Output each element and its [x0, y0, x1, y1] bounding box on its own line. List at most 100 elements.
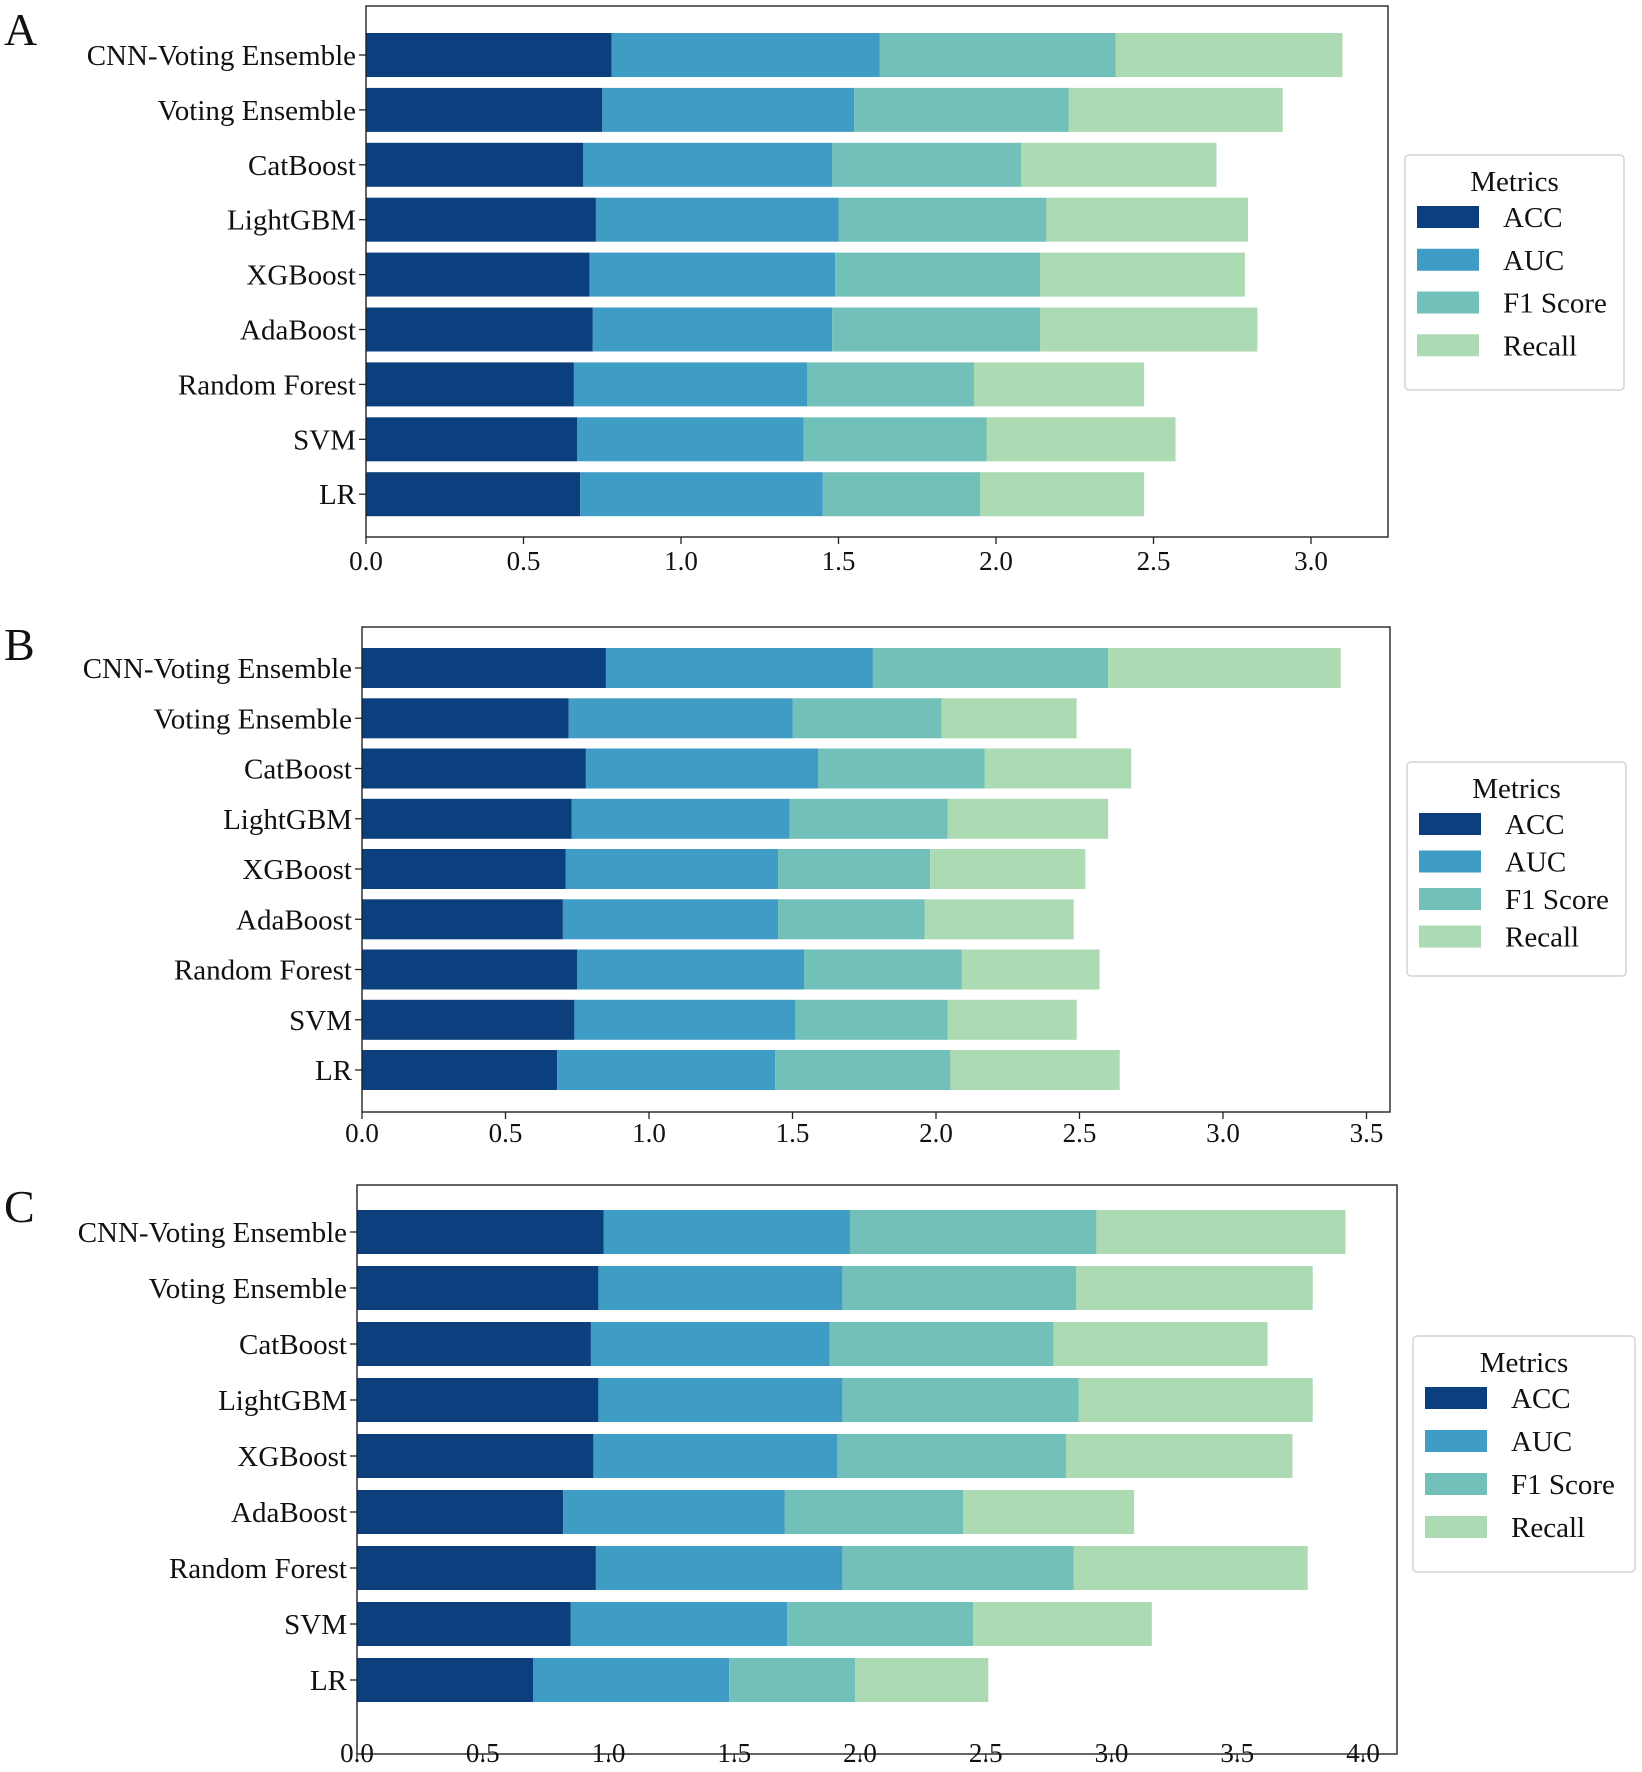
category-label: Voting Ensemble	[154, 703, 352, 735]
bar-segment	[589, 252, 836, 297]
category-label: Random Forest	[178, 369, 356, 401]
legend-swatch	[1417, 248, 1479, 271]
legend-entry-label: ACC	[1503, 202, 1563, 234]
bar-segment	[879, 33, 1116, 77]
x-tick-label: 0.5	[507, 546, 541, 576]
bar-segment	[362, 1050, 558, 1090]
bar-segment	[842, 1378, 1079, 1422]
bar-segment	[366, 472, 581, 517]
category-label: LR	[315, 1055, 353, 1087]
x-tick-label: 2.5	[1137, 546, 1171, 576]
legend-entry-label: AUC	[1505, 847, 1566, 879]
bar-segment	[1068, 87, 1283, 132]
legend-swatch	[1419, 925, 1481, 948]
legend: Metrics ACC AUC F1 Score Recall	[1412, 1335, 1636, 1573]
legend-swatch	[1425, 1387, 1487, 1409]
x-tick-label: 2.5	[1063, 1118, 1097, 1148]
bar-segment	[1066, 1434, 1293, 1478]
x-tick-label: 1.5	[776, 1118, 810, 1148]
bar-segment	[562, 899, 779, 940]
panel-label: A	[4, 4, 37, 55]
legend-swatch	[1419, 888, 1481, 910]
bar-segment	[842, 1546, 1074, 1590]
x-tick-label: 3.0	[1095, 1738, 1129, 1768]
bar-segment	[974, 362, 1145, 407]
bar-segment	[357, 1210, 604, 1254]
bar-segment	[787, 1602, 974, 1646]
bar-segment	[577, 949, 804, 990]
legend-entry-label: F1 Score	[1511, 1469, 1615, 1501]
bar-segment	[603, 1210, 850, 1254]
bar-segment	[357, 1434, 594, 1478]
category-label: SVM	[289, 1005, 352, 1037]
legend-swatch	[1417, 291, 1479, 314]
legend-swatch	[1417, 206, 1479, 228]
bar-segment	[849, 1210, 1097, 1254]
category-label: CNN-Voting Ensemble	[83, 653, 352, 685]
legend-swatch	[1419, 813, 1481, 835]
legend-swatch	[1425, 1516, 1487, 1538]
bar-segment	[606, 648, 873, 688]
category-label: LR	[319, 479, 357, 511]
bar-segment	[580, 472, 823, 517]
bar-segment	[838, 197, 1047, 242]
bar-segment	[1040, 307, 1258, 352]
x-tick-label: 1.0	[632, 1118, 666, 1148]
bar-segment	[807, 362, 974, 407]
bar-segment	[789, 798, 948, 839]
axes-frame	[361, 626, 1391, 1113]
bar-segment	[362, 648, 606, 688]
category-label: Voting Ensemble	[149, 1273, 347, 1305]
x-tick-label: 0.0	[345, 1118, 379, 1148]
category-label: AdaBoost	[236, 904, 352, 936]
legend-entry-label: AUC	[1503, 245, 1564, 277]
category-label: XGBoost	[237, 1441, 347, 1473]
panel-label: C	[4, 1181, 35, 1232]
bar-segment	[366, 142, 584, 187]
bar-segment	[1073, 1546, 1308, 1590]
bar-segment	[366, 197, 596, 242]
bar-segment	[961, 949, 1100, 990]
bar-segment	[362, 999, 575, 1040]
legend: Metrics ACC AUC F1 Score Recall	[1404, 154, 1625, 391]
legend-title: Metrics	[1470, 166, 1559, 198]
bar-segment	[1053, 1322, 1268, 1366]
category-label: AdaBoost	[231, 1497, 347, 1529]
bar-segment	[1115, 33, 1343, 77]
panel-label: B	[4, 619, 35, 670]
chart-panel-A: A CNN-Voting Ensemble Voting Ensemble CatBo…	[4, 4, 1625, 576]
bar-segment	[357, 1490, 564, 1534]
bar-segment	[1108, 648, 1341, 688]
bar-segment	[598, 1266, 843, 1310]
bar-segment	[924, 899, 1074, 940]
bar-segment	[729, 1658, 855, 1702]
bar-segment	[1096, 1210, 1346, 1254]
x-tick-label: 1.5	[717, 1738, 751, 1768]
x-tick-label: 1.0	[664, 546, 698, 576]
bar-segment	[941, 698, 1077, 739]
bar-segment	[592, 307, 833, 352]
bar-segment	[583, 142, 833, 187]
bar-segment	[357, 1546, 596, 1590]
bar-segment	[563, 1490, 785, 1534]
legend-entry-label: Recall	[1511, 1512, 1585, 1544]
bar-segment	[950, 1050, 1120, 1090]
legend-entry-label: F1 Score	[1503, 288, 1607, 320]
bar-segment	[590, 1322, 830, 1366]
bar-segment	[803, 417, 987, 462]
bar-segment	[947, 798, 1109, 839]
category-label: CNN-Voting Ensemble	[78, 1217, 347, 1249]
bar-segment	[357, 1378, 599, 1422]
bar-segment	[362, 698, 569, 739]
category-label: AdaBoost	[240, 315, 356, 347]
category-label: SVM	[293, 424, 356, 456]
bar-segment	[829, 1322, 1054, 1366]
bar-segment	[571, 798, 790, 839]
bar-segment	[593, 1434, 838, 1478]
category-label: SVM	[284, 1609, 347, 1641]
bar-segment	[835, 252, 1041, 297]
category-label: XGBoost	[242, 854, 352, 886]
legend-entry-label: Recall	[1503, 330, 1577, 362]
bar-segment	[362, 849, 566, 889]
legend-entry-label: ACC	[1511, 1383, 1571, 1415]
